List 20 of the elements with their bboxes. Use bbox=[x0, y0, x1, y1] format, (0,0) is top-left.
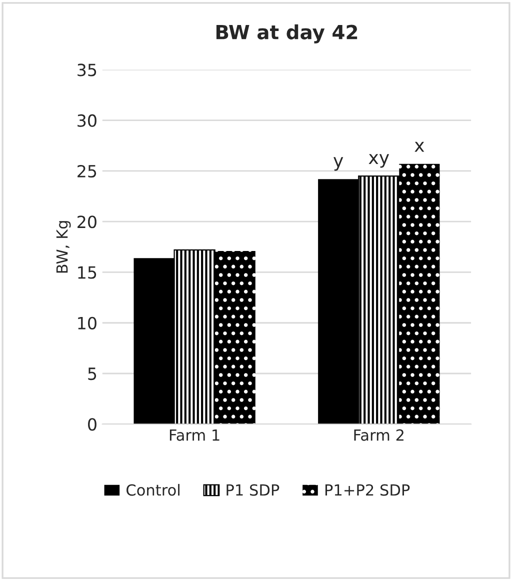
legend-label: P1 SDP bbox=[226, 484, 280, 496]
annotation: xy bbox=[368, 154, 390, 168]
legend-label: Control bbox=[126, 484, 180, 496]
annotation: x bbox=[414, 142, 424, 152]
legend-label: P1+P2 SDP bbox=[325, 484, 410, 496]
y-tick-label: 0 bbox=[88, 418, 96, 431]
bar bbox=[214, 250, 256, 424]
y-tick-label: 15 bbox=[78, 266, 96, 279]
chart-title: BW at day 42 bbox=[216, 24, 358, 44]
y-tick-label: 20 bbox=[78, 216, 96, 228]
x-tick-label: Farm 1 bbox=[170, 429, 220, 441]
x-tick-label: Farm 2 bbox=[354, 429, 404, 441]
y-tick-label: 10 bbox=[78, 316, 96, 330]
y-tick-label: 35 bbox=[78, 64, 96, 76]
y-tick-label: 25 bbox=[78, 164, 96, 178]
annotation: y bbox=[334, 157, 344, 171]
y-tick-label: 30 bbox=[78, 114, 96, 127]
y-axis-title: BW, Kg bbox=[56, 221, 71, 273]
bar bbox=[399, 164, 440, 424]
y-tick-label: 5 bbox=[88, 368, 96, 380]
